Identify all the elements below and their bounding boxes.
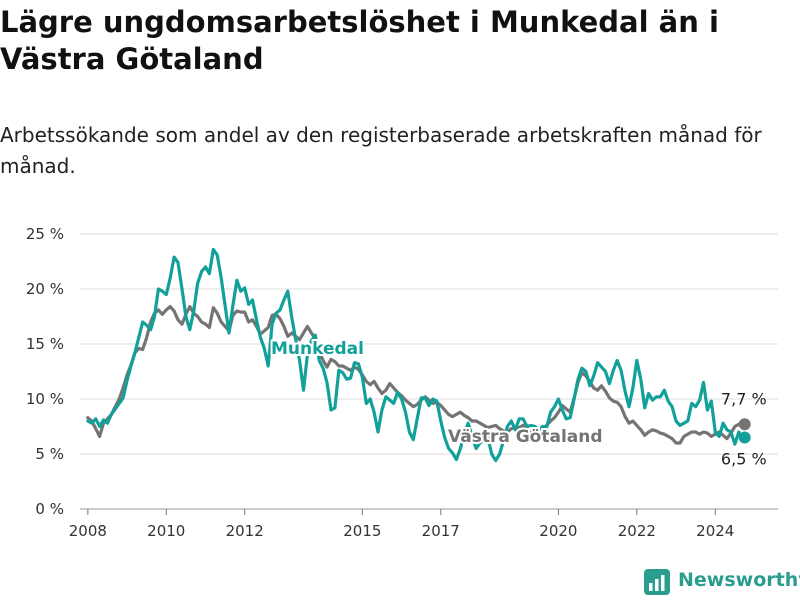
y-tick-label: 10 % [26, 390, 64, 408]
x-tick-label: 2015 [343, 522, 381, 540]
x-tick-label: 2012 [226, 522, 264, 540]
end-value-label-munkedal: 6,5 % [721, 450, 767, 469]
y-axis-ticks: 0 % 5 % 10 % 15 % 20 % 25 % [26, 225, 64, 518]
y-tick-label: 20 % [26, 280, 64, 298]
x-tick-label: 2008 [69, 522, 107, 540]
brand-name[interactable]: Newsworthy [678, 569, 800, 591]
chart-labels: Munkedal Västra Götaland 7,7 % 6,5 % [269, 337, 767, 469]
x-tick-label: 2022 [618, 522, 656, 540]
chart-gridlines [80, 233, 778, 510]
x-tick-label: 2024 [696, 522, 734, 540]
chart-title: Lägre ungdomsarbetslöshet i Munkedal än … [0, 5, 719, 76]
y-tick-label: 25 % [26, 225, 64, 243]
x-tick-label: 2017 [422, 522, 460, 540]
chart-series [86, 247, 751, 463]
x-axis: 2008 2010 2012 2015 2017 2020 2022 2024 [69, 509, 734, 540]
series-endpoint-munkedal [738, 431, 751, 444]
y-tick-label: 5 % [35, 445, 64, 463]
line-chart: 0 %5 %10 %15 %20 %25 % 2008 2010 2012 2015 2… [26, 225, 778, 540]
y-tick-label: 0 % [35, 500, 64, 518]
bar-chart-logo-icon [644, 569, 670, 595]
series-label-munkedal: Munkedal [271, 339, 364, 359]
end-value-label-vastra-gotaland: 7,7 % [721, 389, 767, 408]
series-endpoint-v-stra-g-taland [738, 418, 751, 431]
chart-subtitle: Arbetssökande som andel av den registerb… [0, 123, 762, 178]
series-label-vastra-gotaland: Västra Götaland [448, 427, 603, 447]
y-tick-label: 15 % [26, 335, 64, 353]
x-tick-label: 2020 [539, 522, 577, 540]
series-line-munkedal [86, 247, 747, 463]
x-tick-label: 2010 [147, 522, 185, 540]
